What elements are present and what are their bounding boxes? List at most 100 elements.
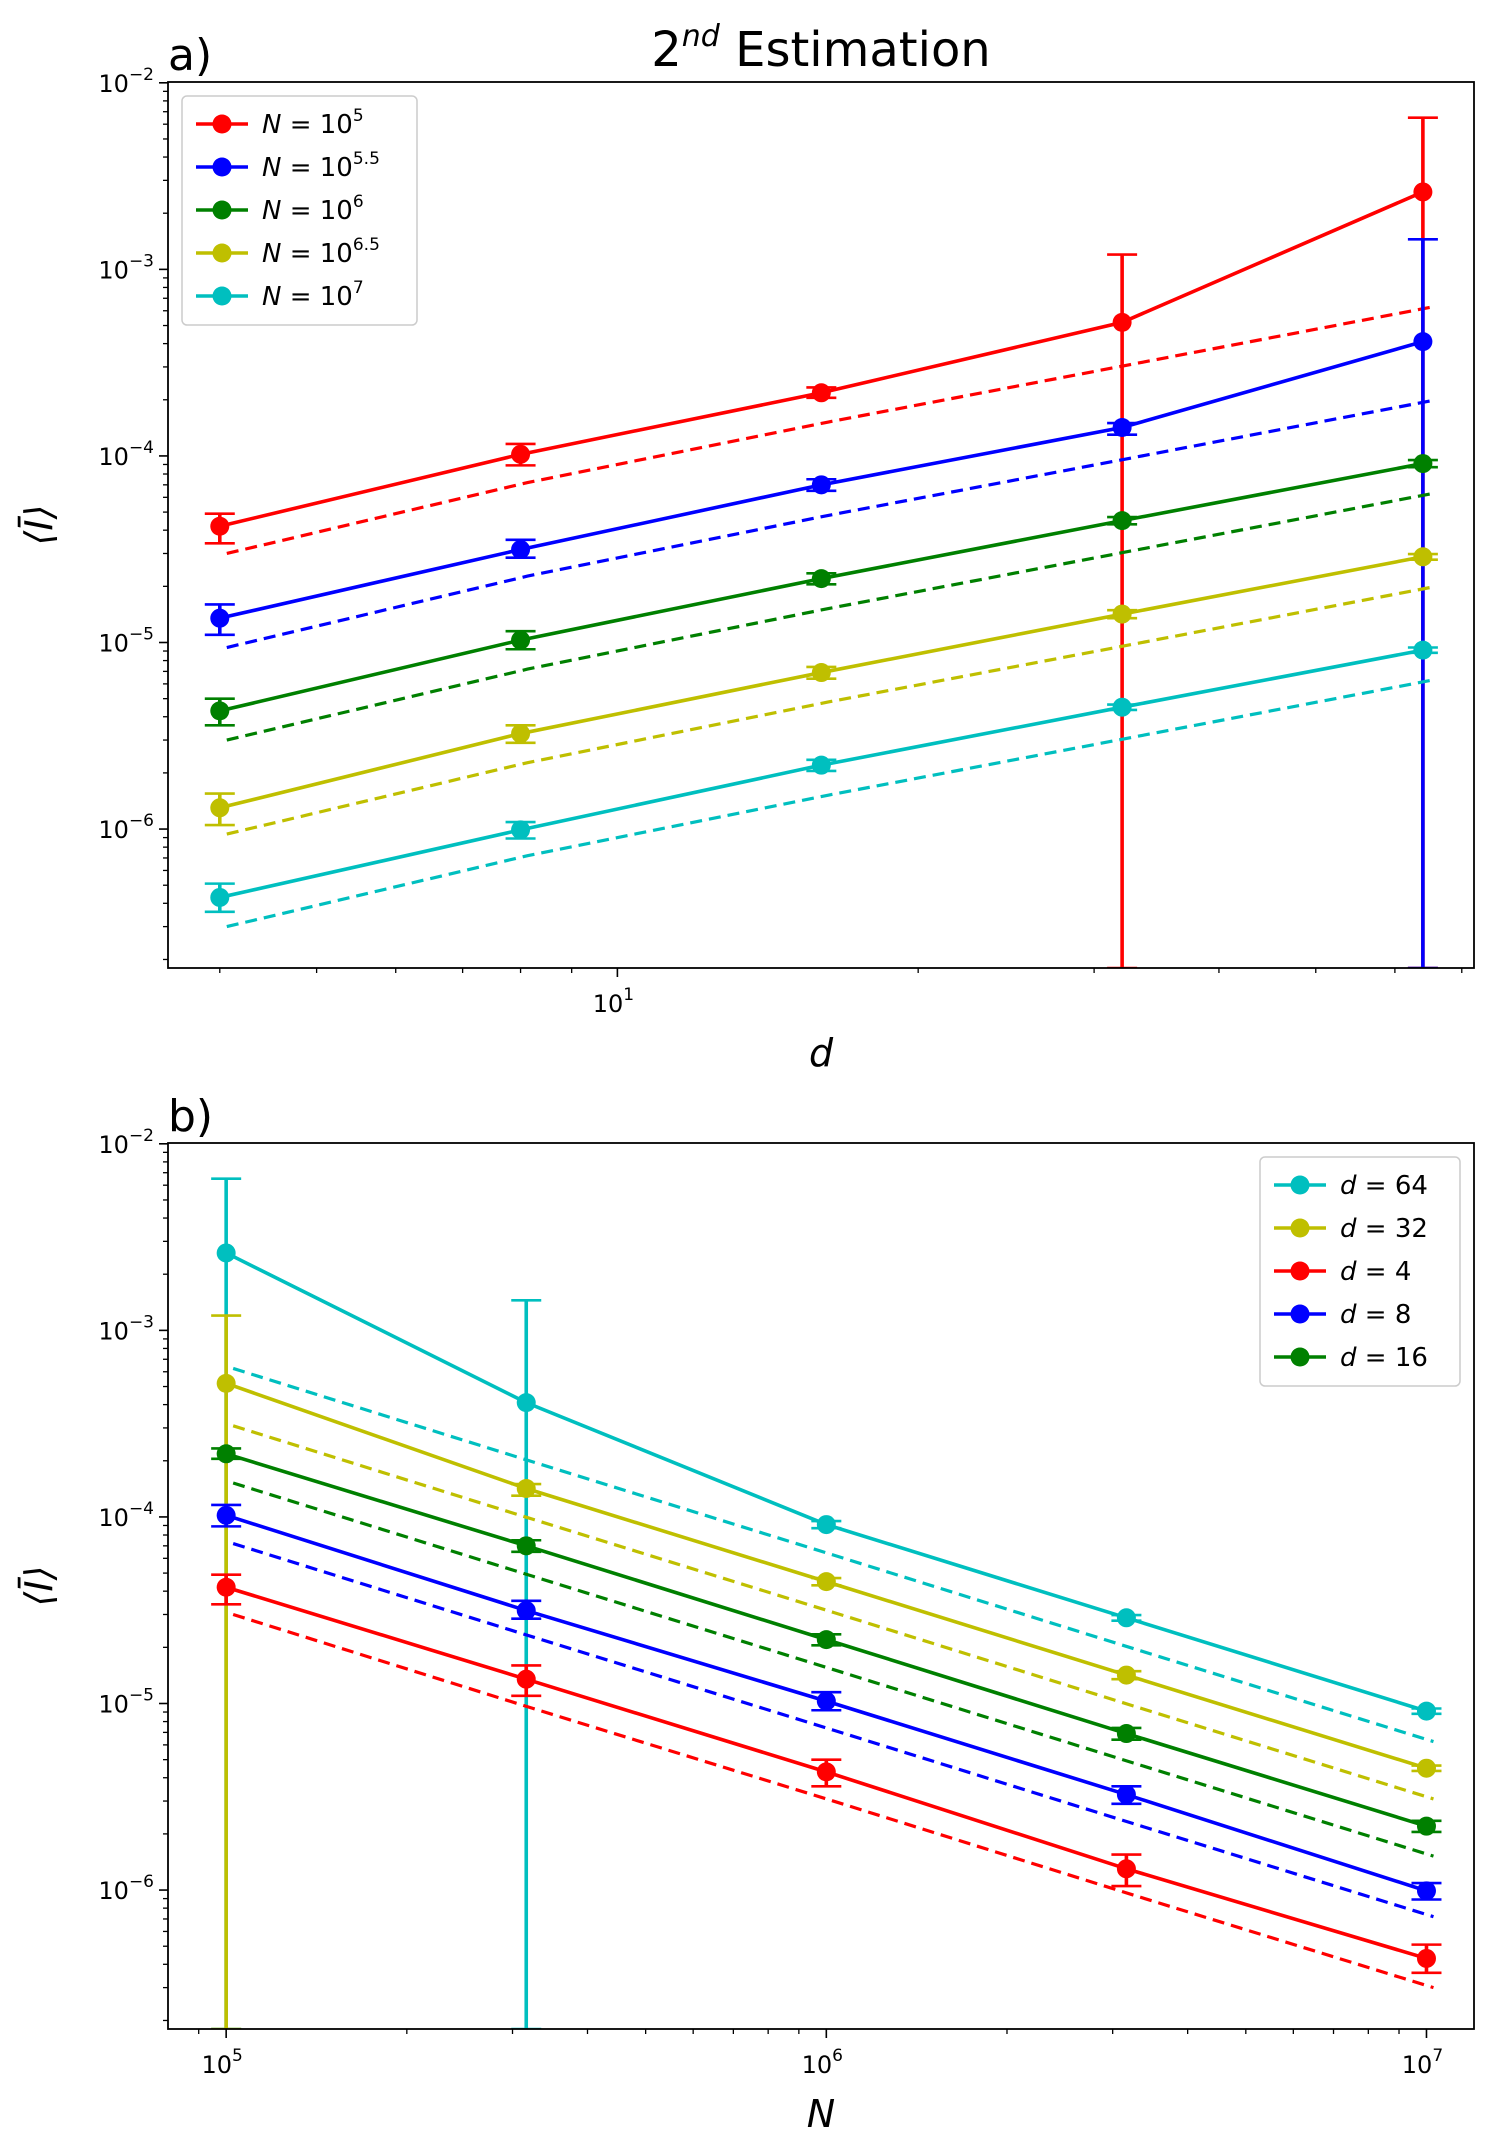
y-tick-label: 10−5: [98, 624, 154, 657]
data-point: [511, 540, 531, 560]
legend-box: [1259, 1156, 1461, 1387]
series: [211, 1314, 1442, 2029]
data-point: [210, 798, 230, 818]
legend-marker: [212, 200, 232, 220]
data-point: [216, 1243, 236, 1263]
legend-label: d = 64: [1340, 1171, 1428, 1201]
data-point: [511, 444, 531, 464]
legend-entry: N = 106.5: [196, 235, 380, 269]
legend-label: d = 4: [1340, 1257, 1411, 1287]
data-point: [816, 1572, 836, 1592]
panel-label: b): [168, 1091, 213, 1142]
plot-area: [204, 116, 1438, 968]
fit-line-dashed: [226, 679, 1431, 929]
legend-marker: [212, 243, 232, 263]
data-point: [516, 1536, 536, 1556]
fit-line-dashed: [226, 492, 1431, 742]
fit-line-dashed: [232, 1481, 1434, 1858]
data-point: [1112, 418, 1132, 438]
legend-entry: d = 8: [1274, 1300, 1411, 1330]
fit-line-dashed: [232, 1366, 1434, 1744]
fit-line-dashed: [232, 1542, 1434, 1919]
legend: d = 64 d = 32 d = 4 d = 8 d = 16: [1259, 1156, 1461, 1387]
legend-marker: [1290, 1304, 1310, 1324]
legend: N = 105 N = 105.5 N = 106 N = 106.5 N = 107: [181, 95, 418, 326]
legend-entry: d = 4: [1274, 1257, 1411, 1287]
data-point: [816, 1630, 836, 1650]
chart-panel-a: a) 2nd Estimation 101 10−6 10−5 10−4 10−3 10−2 d…: [17, 19, 1475, 1075]
data-point: [210, 516, 230, 536]
data-point: [1112, 604, 1132, 624]
data-point: [1116, 1665, 1136, 1685]
data-point: [1413, 332, 1433, 352]
data-point: [1112, 312, 1132, 332]
series: [211, 1444, 1442, 1858]
chart-panel-b: b) 105 106 107 10−6 10−5 10−4 10−3 10−2 N ⟨Ī⟩ d = 6…: [17, 1091, 1475, 2136]
data-point: [216, 1444, 236, 1464]
data-point: [1112, 511, 1132, 531]
data-point: [1116, 1859, 1136, 1879]
legend-entry: N = 105: [196, 106, 364, 140]
panel-label: a): [168, 30, 212, 81]
data-point: [816, 1691, 836, 1711]
data-point: [1413, 182, 1433, 202]
y-tick-label: 10−6: [98, 1872, 154, 1905]
data-point: [516, 1479, 536, 1499]
data-point: [1416, 1758, 1436, 1778]
data-point: [1413, 454, 1433, 474]
legend-label: d = 16: [1340, 1343, 1428, 1373]
data-point: [516, 1669, 536, 1689]
legend-entry: d = 32: [1274, 1214, 1428, 1244]
data-point: [511, 724, 531, 744]
chart-title: 2nd Estimation: [651, 19, 990, 78]
x-tick-label: 107: [1402, 2046, 1443, 2079]
legend-marker: [1290, 1218, 1310, 1238]
series: [211, 1177, 1442, 2029]
legend-box: [181, 95, 418, 326]
y-tick-label: 10−4: [98, 438, 154, 471]
y-tick-label: 10−2: [98, 1126, 154, 1159]
data-point: [1416, 1881, 1436, 1901]
data-point: [210, 608, 230, 628]
minor-ticks: [163, 1151, 1400, 2034]
x-axis-label: N: [807, 2092, 835, 2136]
fit-line-dashed: [232, 1612, 1434, 1990]
x-tick-label: 106: [802, 2046, 843, 2079]
data-point: [811, 755, 831, 775]
series: [204, 547, 1438, 836]
y-tick-label: 10−6: [98, 811, 154, 844]
data-point: [1112, 697, 1132, 717]
series: [204, 640, 1438, 929]
y-tick-label: 10−2: [98, 65, 154, 98]
data-point: [210, 701, 230, 721]
y-axis-label: ⟨Ī⟩: [17, 505, 61, 546]
data-point: [1416, 1948, 1436, 1968]
fit-line-dashed: [226, 305, 1431, 556]
legend-entry: N = 106: [196, 192, 364, 226]
plot-frame: [167, 81, 1475, 969]
legend-marker: [212, 286, 232, 306]
legend-marker: [1290, 1175, 1310, 1195]
data-point: [816, 1762, 836, 1782]
data-point: [1116, 1608, 1136, 1628]
legend-entry: N = 107: [196, 278, 364, 312]
data-point: [1413, 547, 1433, 567]
legend-entry: d = 64: [1274, 1171, 1428, 1201]
legend-marker: [212, 157, 232, 177]
data-point: [811, 383, 831, 403]
legend-entry: d = 16: [1274, 1343, 1428, 1373]
data-point: [216, 1505, 236, 1525]
series: [204, 237, 1438, 968]
data-point: [811, 569, 831, 589]
data-point: [1413, 640, 1433, 660]
fit-line-dashed: [232, 1424, 1434, 1801]
data-point: [511, 630, 531, 650]
legend-label: N = 107: [262, 278, 364, 312]
data-point: [216, 1577, 236, 1597]
y-tick-label: 10−5: [98, 1685, 154, 1718]
x-tick-label: 105: [201, 2046, 242, 2079]
legend-label: d = 32: [1340, 1214, 1428, 1244]
legend-marker: [1290, 1261, 1310, 1281]
y-tick-label: 10−3: [98, 1312, 154, 1345]
